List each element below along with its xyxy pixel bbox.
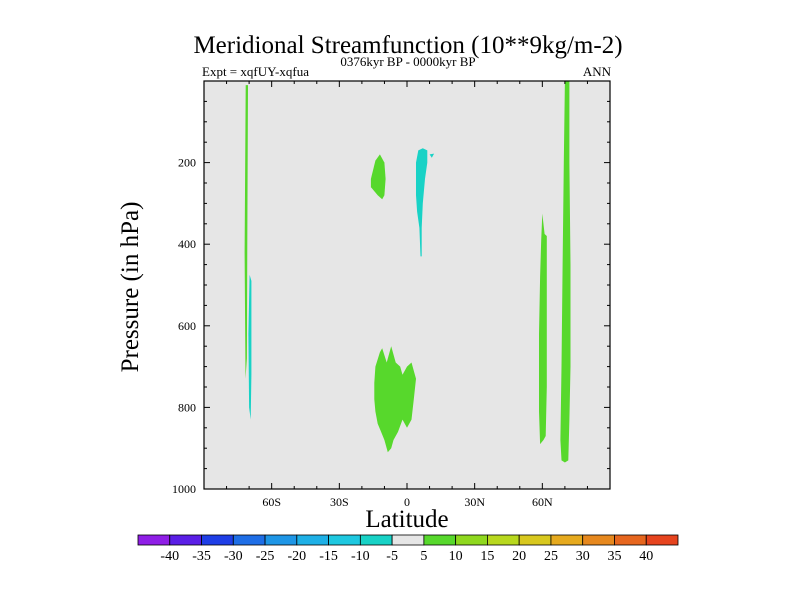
colorbar-box	[359, 534, 393, 546]
experiment-label: Expt = xqfUY-xqfua	[202, 64, 309, 79]
x-axis-title: Latitude	[365, 506, 448, 533]
x-tick-label: 60S	[262, 495, 281, 509]
y-tick-label: 600	[178, 319, 196, 333]
colorbar-box	[296, 534, 329, 546]
colorbar-box	[264, 534, 298, 546]
season-label: ANN	[583, 64, 612, 79]
colorbar-label: 40	[639, 549, 653, 564]
colorbar-label: -30	[224, 549, 243, 564]
region-tropical-upper-positive	[370, 154, 386, 200]
colorbar-label: -15	[319, 549, 338, 564]
header: Meridional Streamfunction (10**9kg/m-2) …	[193, 32, 622, 79]
axis-ticks: 60S 30S 0 30N 60N 200 400 600 800 1000	[172, 80, 611, 509]
region-sh-polar-thin-line	[244, 85, 248, 379]
colorbar-box	[582, 534, 615, 546]
colorbar-box	[201, 534, 234, 546]
colorbar-label: -5	[386, 549, 398, 564]
colorbar-box	[328, 534, 361, 546]
x-tick-label: 30N	[464, 495, 485, 509]
colorbar-label: -35	[192, 549, 211, 564]
y-tick-label: 1000	[172, 482, 196, 496]
region-tropical-lower-positive	[374, 346, 416, 453]
colorbar-box	[391, 534, 425, 546]
x-tick-label: 0	[404, 495, 410, 509]
region-nh-70n-positive	[560, 81, 571, 463]
colorbar-label: 35	[607, 549, 621, 564]
colorbar-box	[455, 534, 488, 546]
x-tick-label: 30S	[330, 495, 349, 509]
colorbar-box	[645, 534, 679, 546]
region-sh-subpolar-negative	[248, 274, 252, 420]
region-tropical-upper-negative-speck	[429, 153, 435, 158]
colorbar-box	[423, 534, 457, 546]
region-tropical-upper-negative	[416, 148, 428, 257]
period-label: 0376kyr BP - 0000kyr BP	[340, 54, 475, 69]
colorbar-box	[137, 534, 171, 546]
colorbar-box	[518, 534, 552, 546]
colorbar-box	[169, 534, 202, 546]
colorbar-box	[550, 534, 584, 546]
colorbar-label: -25	[256, 549, 275, 564]
colorbar-label: -20	[287, 549, 306, 564]
contour-regions	[244, 81, 571, 463]
colorbar-label: 15	[480, 549, 494, 564]
y-tick-label: 800	[178, 400, 196, 414]
plot-area: 60S 30S 0 30N 60N 200 400 600 800 1000	[172, 80, 611, 509]
colorbar-label: 10	[449, 549, 463, 564]
colorbar-box	[232, 534, 266, 546]
x-tick-label: 60N	[532, 495, 553, 509]
colorbar-box	[487, 534, 520, 546]
colorbar-label: 25	[544, 549, 558, 564]
region-nh-60n-positive	[539, 213, 547, 445]
y-tick-label: 200	[178, 156, 196, 170]
chart-title: Meridional Streamfunction (10**9kg/m-2)	[193, 32, 622, 59]
colorbar-box	[614, 534, 647, 546]
colorbar: -40 -35 -30 -25 -20 -15 -10 -5 5 10 15 20 25 30 35 40	[137, 534, 679, 564]
colorbar-label: 30	[576, 549, 590, 564]
colorbar-label: -10	[351, 549, 370, 564]
colorbar-label: -40	[160, 549, 179, 564]
colorbar-label: 5	[420, 549, 427, 564]
colorbar-label: 20	[512, 549, 526, 564]
y-tick-label: 400	[178, 237, 196, 251]
y-axis-title: Pressure (in hPa)	[117, 202, 144, 373]
